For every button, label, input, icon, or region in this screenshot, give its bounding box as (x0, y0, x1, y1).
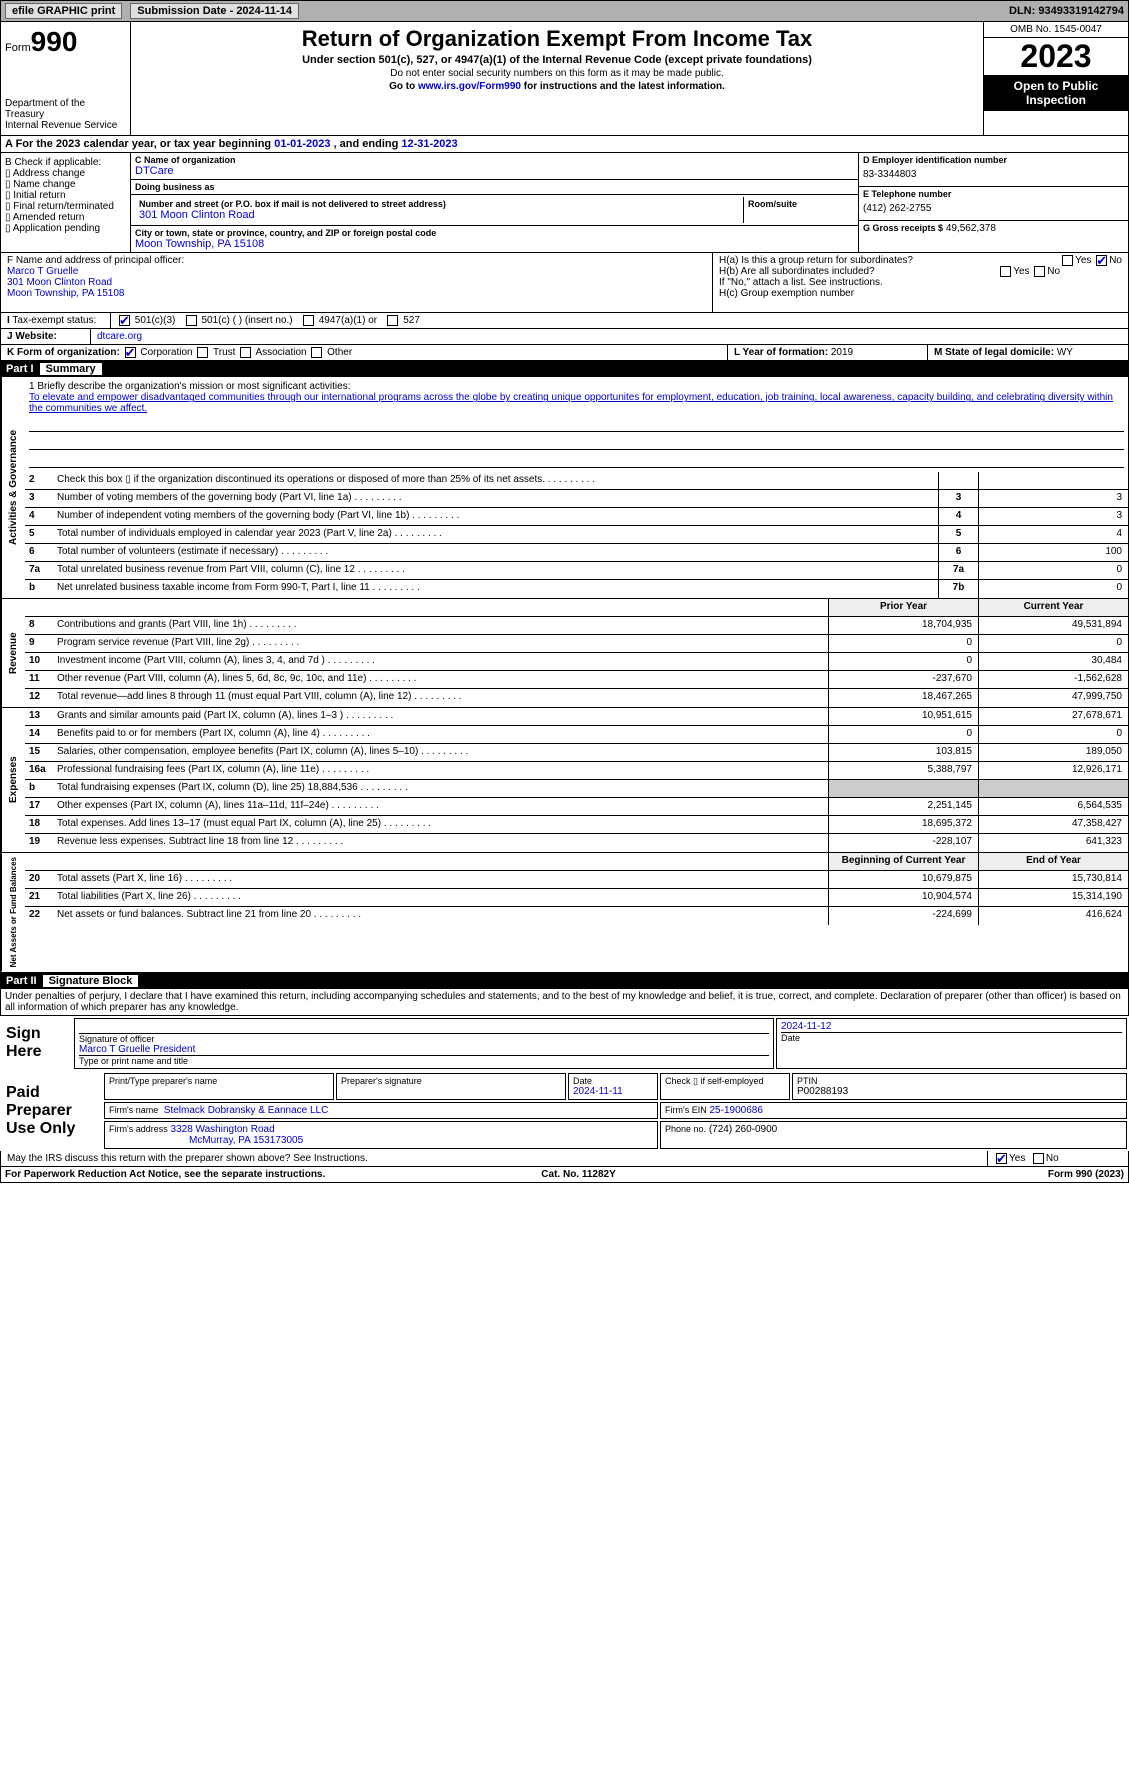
gov-line: bNet unrelated business taxable income f… (25, 580, 1128, 598)
preparer-table: Paid Preparer Use Only Print/Type prepar… (0, 1071, 1129, 1151)
form-subtitle: Under section 501(c), 527, or 4947(a)(1)… (135, 54, 979, 66)
street-row: Number and street (or P.O. box if mail i… (131, 195, 858, 226)
form-number: Form990 (5, 26, 126, 58)
chk-corp[interactable] (125, 347, 136, 358)
net-section: Net Assets or Fund Balances Beginning of… (0, 853, 1129, 972)
chk-527[interactable] (387, 315, 398, 326)
gov-line: 6Total number of volunteers (estimate if… (25, 544, 1128, 562)
chk-name[interactable]: ▯ Name change (5, 179, 126, 190)
chk-pending[interactable]: ▯ Application pending (5, 223, 126, 234)
sub-note: If "No," attach a list. See instructions… (719, 277, 1122, 288)
rev-section: Revenue Prior Year Current Year 8Contrib… (0, 599, 1129, 708)
group-yes[interactable] (1062, 255, 1073, 266)
info-grid: B Check if applicable: ▯ Address change … (0, 153, 1129, 253)
mission-block: 1 Briefly describe the organization's mi… (25, 377, 1128, 472)
chk-trust[interactable] (197, 347, 208, 358)
irs-link[interactable]: www.irs.gov/Form990 (418, 81, 521, 92)
rev-label: Revenue (1, 599, 25, 707)
phone-cell: E Telephone number (412) 262-2755 (859, 187, 1128, 221)
tax-period-row: A For the 2023 calendar year, or tax yea… (0, 136, 1129, 153)
irs-label: Internal Revenue Service (5, 120, 126, 131)
net-line: 20Total assets (Part X, line 16)10,679,8… (25, 871, 1128, 889)
sign-here-label: Sign Here (2, 1018, 72, 1069)
gov-line: 7aTotal unrelated business revenue from … (25, 562, 1128, 580)
org-name-cell: C Name of organization DTCare (131, 153, 858, 180)
part1-header: Part ISummary (0, 361, 1129, 377)
net-line: 22Net assets or fund balances. Subtract … (25, 907, 1128, 925)
group-no[interactable] (1096, 255, 1107, 266)
discuss-no[interactable] (1033, 1153, 1044, 1164)
efile-print-button[interactable]: efile GRAPHIC print (5, 3, 122, 19)
exp-line: 13Grants and similar amounts paid (Part … (25, 708, 1128, 726)
gov-section: Activities & Governance 1 Briefly descri… (0, 377, 1129, 599)
preparer-label: Paid Preparer Use Only (2, 1073, 102, 1149)
klm-row: K Form of organization: Corporation Trus… (0, 345, 1129, 361)
chk-amended[interactable]: ▯ Amended return (5, 212, 126, 223)
chk-501c3[interactable] (119, 315, 130, 326)
exp-line: 14Benefits paid to or for members (Part … (25, 726, 1128, 744)
form-title: Return of Organization Exempt From Incom… (135, 26, 979, 52)
chk-501c[interactable] (186, 315, 197, 326)
chk-final[interactable]: ▯ Final return/terminated (5, 201, 126, 212)
chk-other[interactable] (311, 347, 322, 358)
group-return-label: H(a) Is this a group return for subordin… (719, 255, 913, 266)
exp-section: Expenses 13Grants and similar amounts pa… (0, 708, 1129, 853)
net-line: 21Total liabilities (Part X, line 26)10,… (25, 889, 1128, 907)
exp-label: Expenses (1, 708, 25, 852)
public-inspection: Open to Public Inspection (984, 75, 1128, 111)
rev-header: Prior Year Current Year (25, 599, 1128, 617)
sub-yes[interactable] (1000, 266, 1011, 277)
website-value[interactable]: dtcare.org (91, 329, 1128, 344)
tax-year: 2023 (984, 38, 1128, 75)
form-header: Form990 Department of the Treasury Inter… (0, 22, 1129, 136)
website-row: J Website: dtcare.org (0, 329, 1129, 345)
rev-line: 12Total revenue—add lines 8 through 11 (… (25, 689, 1128, 707)
group-exemption: H(c) Group exemption number (719, 288, 1122, 299)
exp-line: 16aProfessional fundraising fees (Part I… (25, 762, 1128, 780)
box-b: B Check if applicable: ▯ Address change … (1, 153, 131, 252)
submission-date: Submission Date - 2024-11-14 (130, 3, 299, 19)
omb-number: OMB No. 1545-0047 (984, 22, 1128, 38)
form-note2: Go to www.irs.gov/Form990 for instructio… (135, 81, 979, 92)
city-cell: City or town, state or province, country… (131, 226, 858, 252)
sub-no[interactable] (1034, 266, 1045, 277)
discuss-yes[interactable] (996, 1153, 1007, 1164)
part2-header: Part IISignature Block (0, 973, 1129, 989)
chk-initial[interactable]: ▯ Initial return (5, 190, 126, 201)
form-note1: Do not enter social security numbers on … (135, 68, 979, 79)
exp-line: 17Other expenses (Part IX, column (A), l… (25, 798, 1128, 816)
gov-line: 5Total number of individuals employed in… (25, 526, 1128, 544)
rev-line: 9Program service revenue (Part VIII, lin… (25, 635, 1128, 653)
chk-assoc[interactable] (240, 347, 251, 358)
gov-line: 2Check this box ▯ if the organization di… (25, 472, 1128, 490)
net-label: Net Assets or Fund Balances (1, 853, 25, 971)
exp-line: 18Total expenses. Add lines 13–17 (must … (25, 816, 1128, 834)
exp-line: 15Salaries, other compensation, employee… (25, 744, 1128, 762)
dln-label: DLN: 93493319142794 (1009, 5, 1124, 17)
status-row: I Tax-exempt status: 501(c)(3) 501(c) ( … (0, 313, 1129, 329)
gov-line: 3Number of voting members of the governi… (25, 490, 1128, 508)
officer-row: F Name and address of principal officer:… (0, 253, 1129, 313)
net-header: Beginning of Current Year End of Year (25, 853, 1128, 871)
dept-treasury: Department of the Treasury (5, 98, 126, 120)
gov-line: 4Number of independent voting members of… (25, 508, 1128, 526)
rev-line: 8Contributions and grants (Part VIII, li… (25, 617, 1128, 635)
subordinates-label: H(b) Are all subordinates included? (719, 266, 875, 277)
gross-receipts-cell: G Gross receipts $ 49,562,378 (859, 221, 1128, 236)
chk-address[interactable]: ▯ Address change (5, 168, 126, 179)
ein-cell: D Employer identification number 83-3344… (859, 153, 1128, 187)
top-bar: efile GRAPHIC print Submission Date - 20… (0, 0, 1129, 22)
perjury-text: Under penalties of perjury, I declare th… (0, 989, 1129, 1016)
gov-label: Activities & Governance (1, 377, 25, 598)
rev-line: 10Investment income (Part VIII, column (… (25, 653, 1128, 671)
exp-line: bTotal fundraising expenses (Part IX, co… (25, 780, 1128, 798)
exp-line: 19Revenue less expenses. Subtract line 1… (25, 834, 1128, 852)
footer: For Paperwork Reduction Act Notice, see … (0, 1167, 1129, 1183)
sign-here-table: Sign Here Signature of officer Marco T G… (0, 1016, 1129, 1071)
dba-cell: Doing business as (131, 180, 858, 195)
discuss-row: May the IRS discuss this return with the… (0, 1151, 1129, 1167)
rev-line: 11Other revenue (Part VIII, column (A), … (25, 671, 1128, 689)
chk-4947[interactable] (303, 315, 314, 326)
